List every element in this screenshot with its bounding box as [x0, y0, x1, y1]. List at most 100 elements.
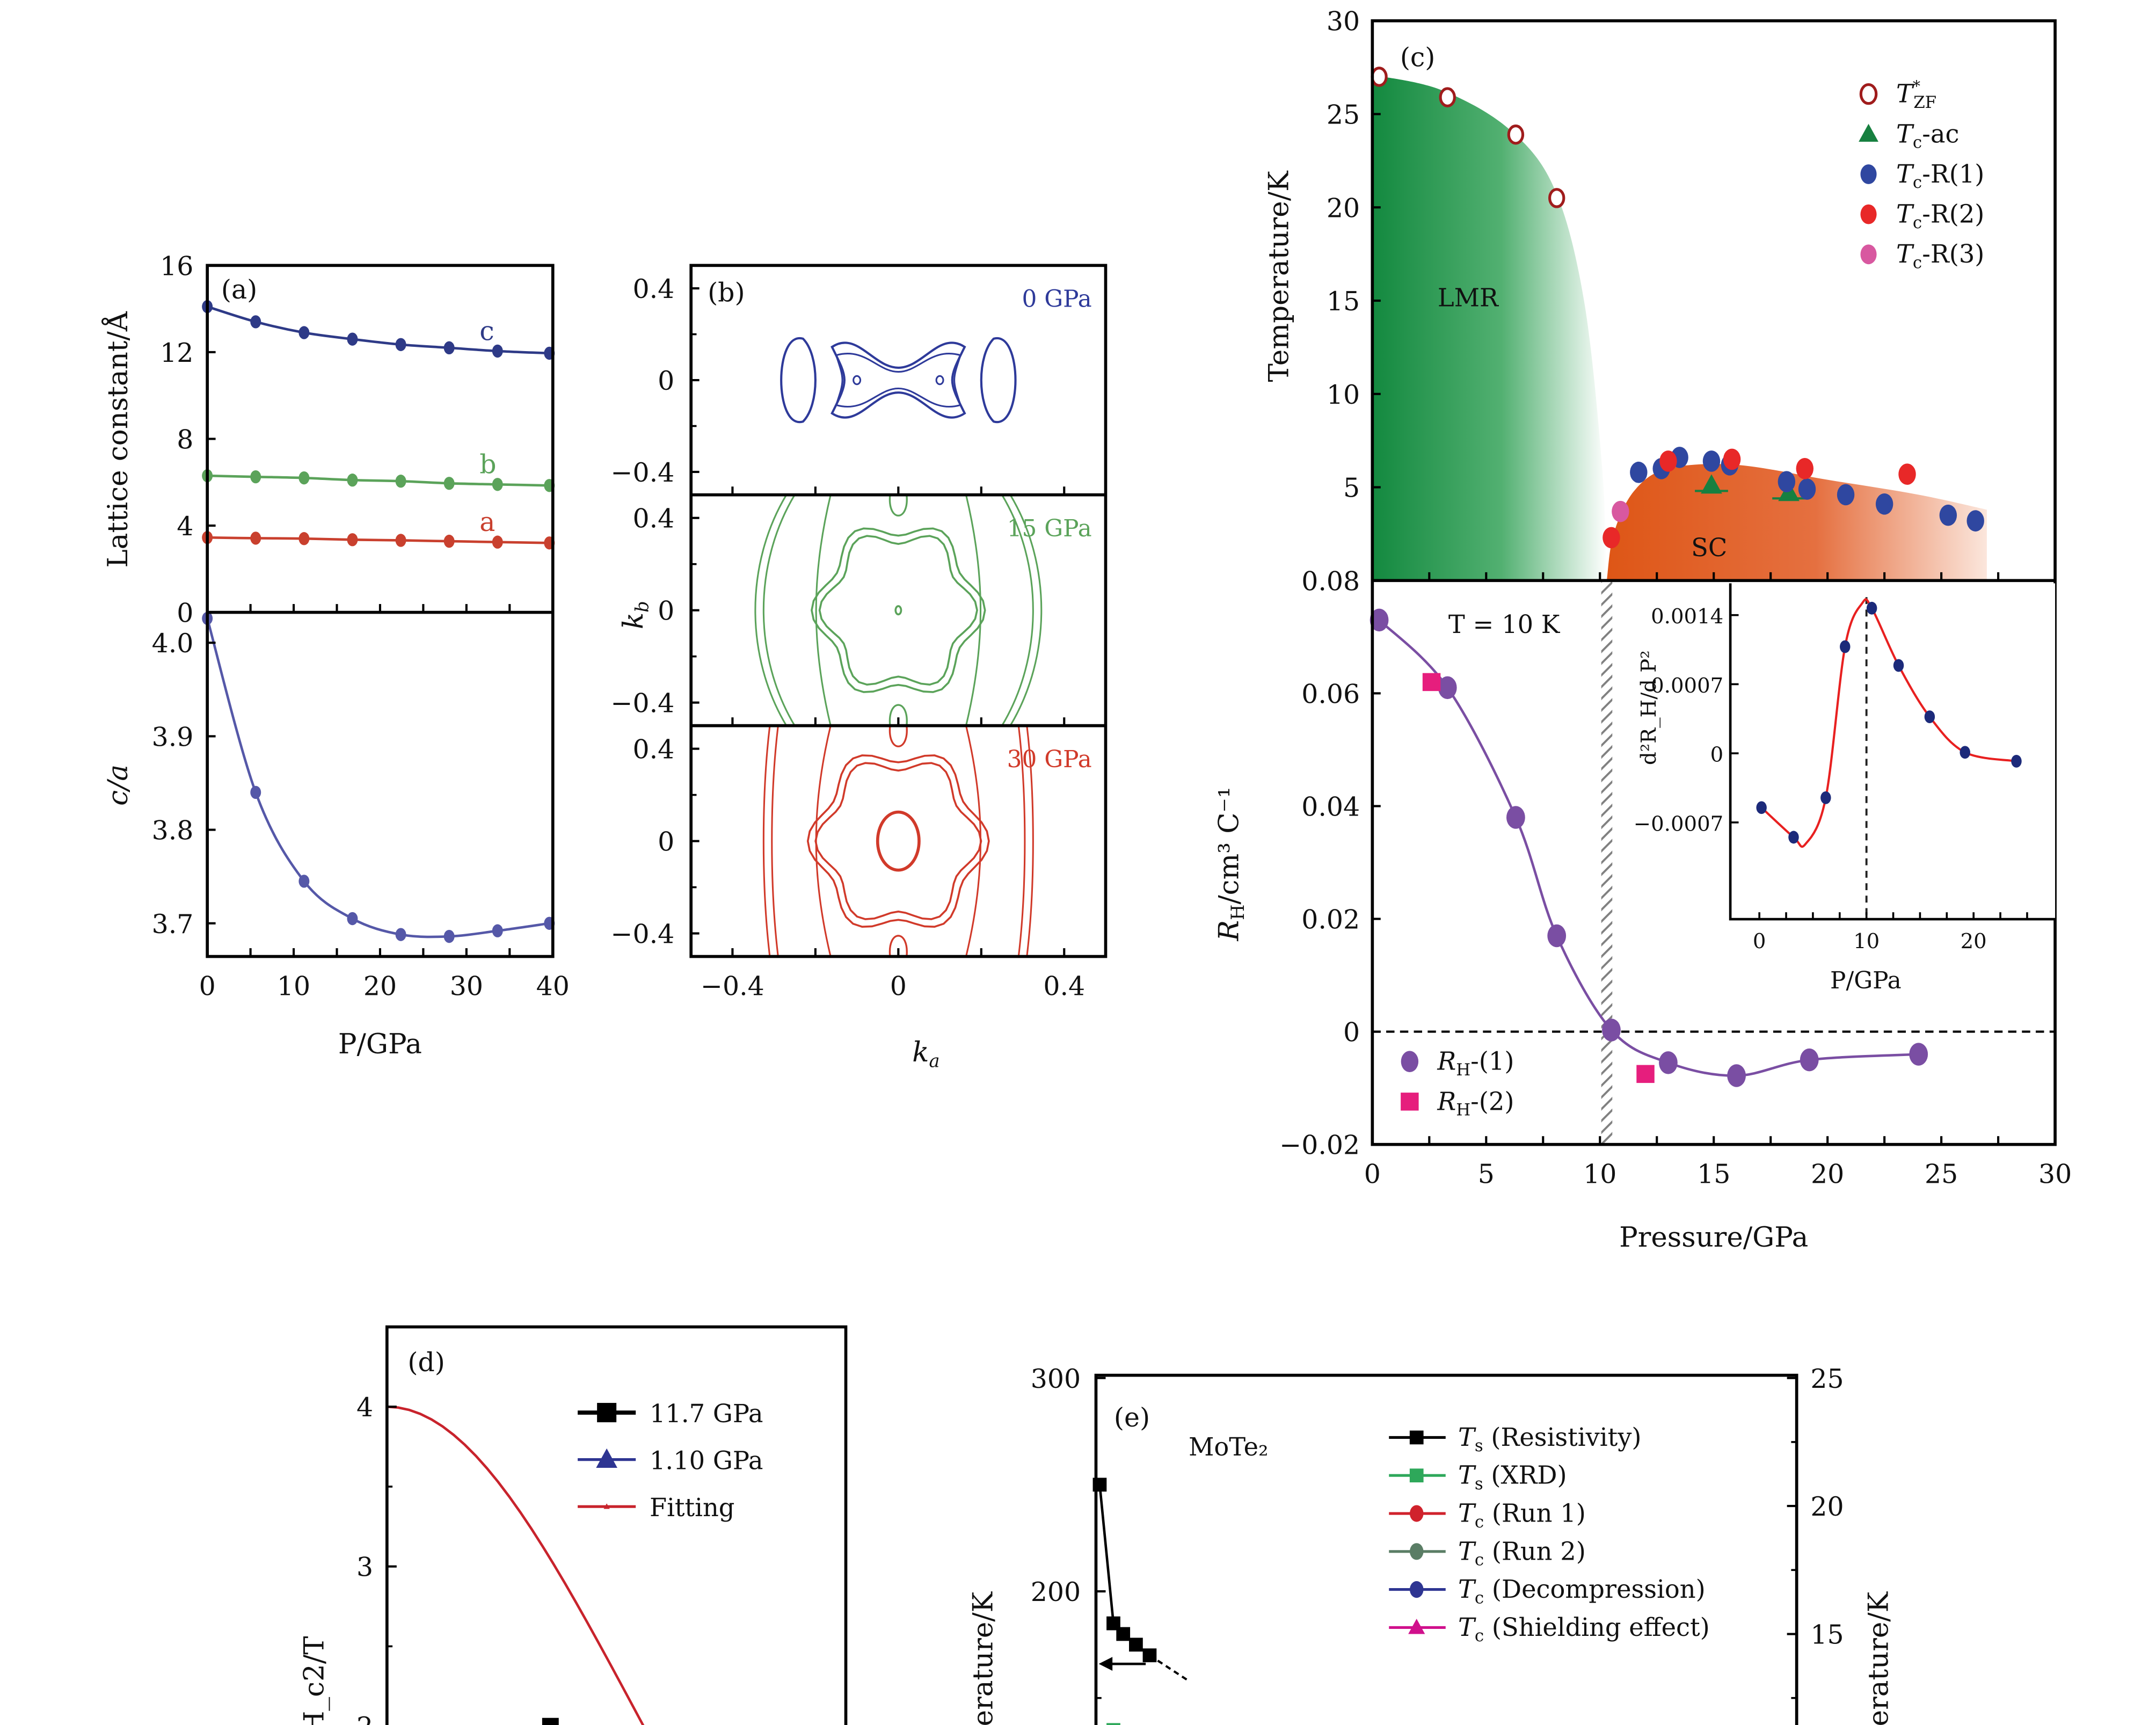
legend-rest: (Resistivity): [1483, 1423, 1642, 1452]
y-tick-label: 2: [356, 1712, 373, 1725]
data-point-Tc-R(2): [1659, 450, 1677, 472]
inset-data-point: [1960, 746, 1970, 759]
fermi-pocket-bottom: [888, 935, 908, 957]
data-point-c: [492, 344, 503, 358]
data-point-Tc-R(1): [1630, 461, 1648, 483]
data-point-T*ZF: [1507, 124, 1525, 145]
panel-b-frame: [689, 264, 1108, 958]
data-point-rh1: [1506, 806, 1525, 829]
y-tick-label: −0.4: [611, 688, 675, 719]
legend-label-0: Ts (Resistivity): [1458, 1423, 1642, 1455]
panel-d-legend: 11.7 GPa 1.10 GPa Fitting: [578, 1399, 763, 1522]
panel-c-label: (c): [1400, 42, 1436, 73]
data-point-Tc-R(1): [1875, 493, 1893, 515]
y-tick-label: 0.4: [633, 274, 675, 304]
panel-d-ylabel: μ₀H_c2/T: [298, 1636, 330, 1725]
data-point-11-7-gpa: [542, 1717, 559, 1725]
inset-y-tick-label: 0.0007: [1651, 674, 1723, 698]
legend-label-1: 1.10 GPa: [650, 1446, 763, 1475]
legend-sub: H: [1456, 1101, 1470, 1120]
fermi-sheet-outer: [1026, 725, 1034, 957]
y-tick-label: 16: [160, 251, 193, 281]
y-tick-label: 4: [177, 511, 193, 542]
fermi-ring: [818, 535, 978, 686]
data-point-b: [395, 475, 406, 488]
data-point-rh1: [1370, 608, 1389, 632]
x-tick-label: 30: [450, 971, 483, 1002]
inset-data-point: [1820, 791, 1831, 804]
legend-symbol: T: [1458, 1498, 1476, 1527]
panel-b: 0 GPa −0.4 0 0.4 15 GPa −0.4 0 0.4 30 GPa −0.4 0 0.…: [611, 264, 1108, 1072]
data-point-Tc-R(1): [1778, 471, 1796, 492]
legend-sub: s: [1475, 1474, 1483, 1494]
y-tick-label: 15: [1327, 286, 1360, 317]
data-point-rh2: [1636, 1065, 1655, 1083]
data-point-ts-resistivity-: [1129, 1637, 1143, 1652]
kb-sub: b: [631, 601, 652, 612]
y-tick-label: 0.06: [1301, 679, 1360, 709]
legend-marker-2: [1409, 1505, 1424, 1522]
legend-rest: (XRD): [1483, 1461, 1567, 1490]
fit-curve-0: [387, 1405, 645, 1725]
panel-a-label: (a): [221, 274, 257, 305]
y-tick-label: 20: [1327, 193, 1360, 223]
inset-y-tick-label: 0: [1710, 743, 1724, 767]
y-tick-label: 0: [177, 598, 193, 629]
y-right-tick-label: 25: [1810, 1364, 1844, 1394]
legend-symbol: T: [1896, 159, 1914, 188]
data-point-Tc-R(2): [1723, 448, 1741, 470]
legend-symbol: T: [1458, 1575, 1476, 1604]
legend-label-Tc-R(1): Tc-R(1): [1896, 159, 1984, 192]
fermi-pocket-top: [888, 725, 908, 747]
series-label-b: b: [479, 449, 496, 480]
panel-a-xlabel: P/GPa: [338, 1028, 422, 1060]
legend-rest: -R(1): [1922, 159, 1984, 188]
series-label-c: c: [479, 316, 494, 346]
legend-marker-Tc-R(3): [1860, 244, 1877, 265]
legend-symbol: T: [1896, 200, 1914, 229]
fermi-sheet-outer: [754, 494, 788, 726]
inset-ylabel: d²R_H/d P²: [1637, 650, 1661, 765]
x-tick-label: 40: [536, 971, 570, 1002]
series-line-rh1: [1378, 619, 1919, 1077]
contour-group-0-GPa: [780, 337, 1017, 424]
legend-marker-5: [1408, 1619, 1425, 1634]
x-tick-label: 0: [199, 971, 216, 1002]
data-point-c-over-a: [347, 912, 358, 926]
y-left-tick-label: 200: [1031, 1577, 1081, 1607]
data-point-Tc-R(3): [1612, 500, 1629, 522]
x-tick-label: 0.4: [1043, 971, 1085, 1002]
fermi-sheet-inner: [965, 725, 981, 957]
legend-label: RH-(2): [1437, 1087, 1514, 1119]
panel-a-ylabel-top: Lattice constant/Å: [101, 311, 134, 567]
legend-marker-fitting: [603, 1503, 610, 1509]
y-tick-label: 0.02: [1301, 905, 1360, 935]
fermi-pocket-bottom: [888, 704, 908, 726]
y-tick-label: 8: [177, 424, 193, 455]
data-point-c: [347, 332, 358, 346]
legend-marker-0: [597, 1403, 617, 1423]
legend-sub: s: [1475, 1436, 1483, 1455]
data-point-Tc-R(1): [1837, 484, 1855, 506]
fermi-pocket-top: [888, 494, 908, 516]
y-tick-label: −0.02: [1279, 1130, 1360, 1161]
fermi-pocket-central-outer: [831, 341, 966, 419]
inset-background: [1730, 583, 2056, 920]
fermi-sheet-inner: [965, 494, 981, 726]
data-point-ts-xrd-: [1106, 1723, 1120, 1725]
legend-rest: (Decompression): [1484, 1575, 1706, 1604]
y-tick-label: 0: [658, 366, 674, 396]
data-point-rh1: [1659, 1051, 1678, 1074]
data-point-Tc-R(2): [1603, 527, 1620, 549]
data-point-Tc-R(2): [1898, 463, 1916, 485]
inset-data-point: [1893, 659, 1904, 672]
legend-sub: c: [1913, 213, 1922, 232]
legend-marker-rh1: [1401, 1051, 1419, 1073]
data-point-ts-resistivity-: [1116, 1627, 1131, 1641]
legend-sub: c: [1475, 1626, 1484, 1646]
x-tick-label: 20: [1811, 1159, 1844, 1190]
legend-label: RH-(1): [1437, 1047, 1514, 1080]
legend-sub: ZF: [1913, 93, 1936, 112]
